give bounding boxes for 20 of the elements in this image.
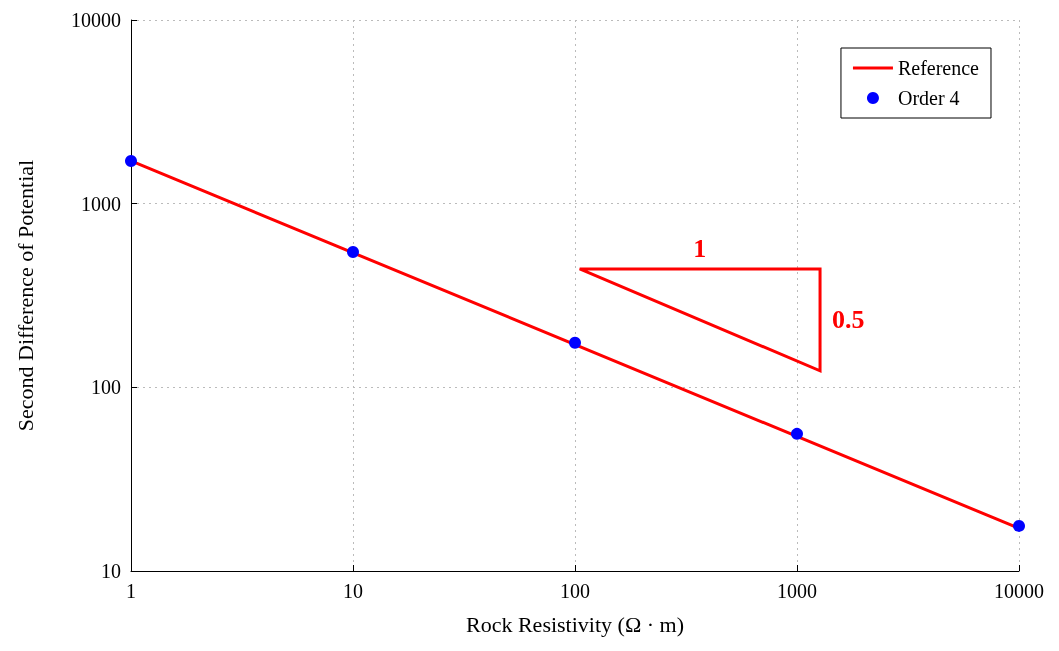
x-tick-label: 1000 — [777, 580, 817, 602]
annotation: 0.5 — [832, 305, 865, 335]
point — [125, 154, 137, 167]
y-tick-label: 1000 — [81, 192, 121, 215]
y-tick-label: 10 — [101, 560, 121, 582]
point — [569, 336, 581, 349]
y-axis-title: Second Difference of Potential — [12, 159, 38, 432]
y-tick-label: 10000 — [71, 9, 121, 31]
annotation: 1 — [693, 234, 707, 264]
point — [791, 427, 803, 440]
legend-label: Reference — [897, 57, 980, 79]
point — [347, 245, 359, 258]
x-tick-label: 10 — [343, 580, 363, 602]
point — [1013, 519, 1025, 532]
y-tick-label: 100 — [91, 376, 121, 399]
x-tick-label: 1 — [126, 580, 136, 602]
x-tick-label: 100 — [560, 580, 590, 602]
x-axis-title: Rock Resistivity (Ω · m) — [465, 611, 685, 637]
x-tick-label: 10000 — [994, 580, 1044, 602]
legend-label: Order 4 — [897, 87, 960, 109]
